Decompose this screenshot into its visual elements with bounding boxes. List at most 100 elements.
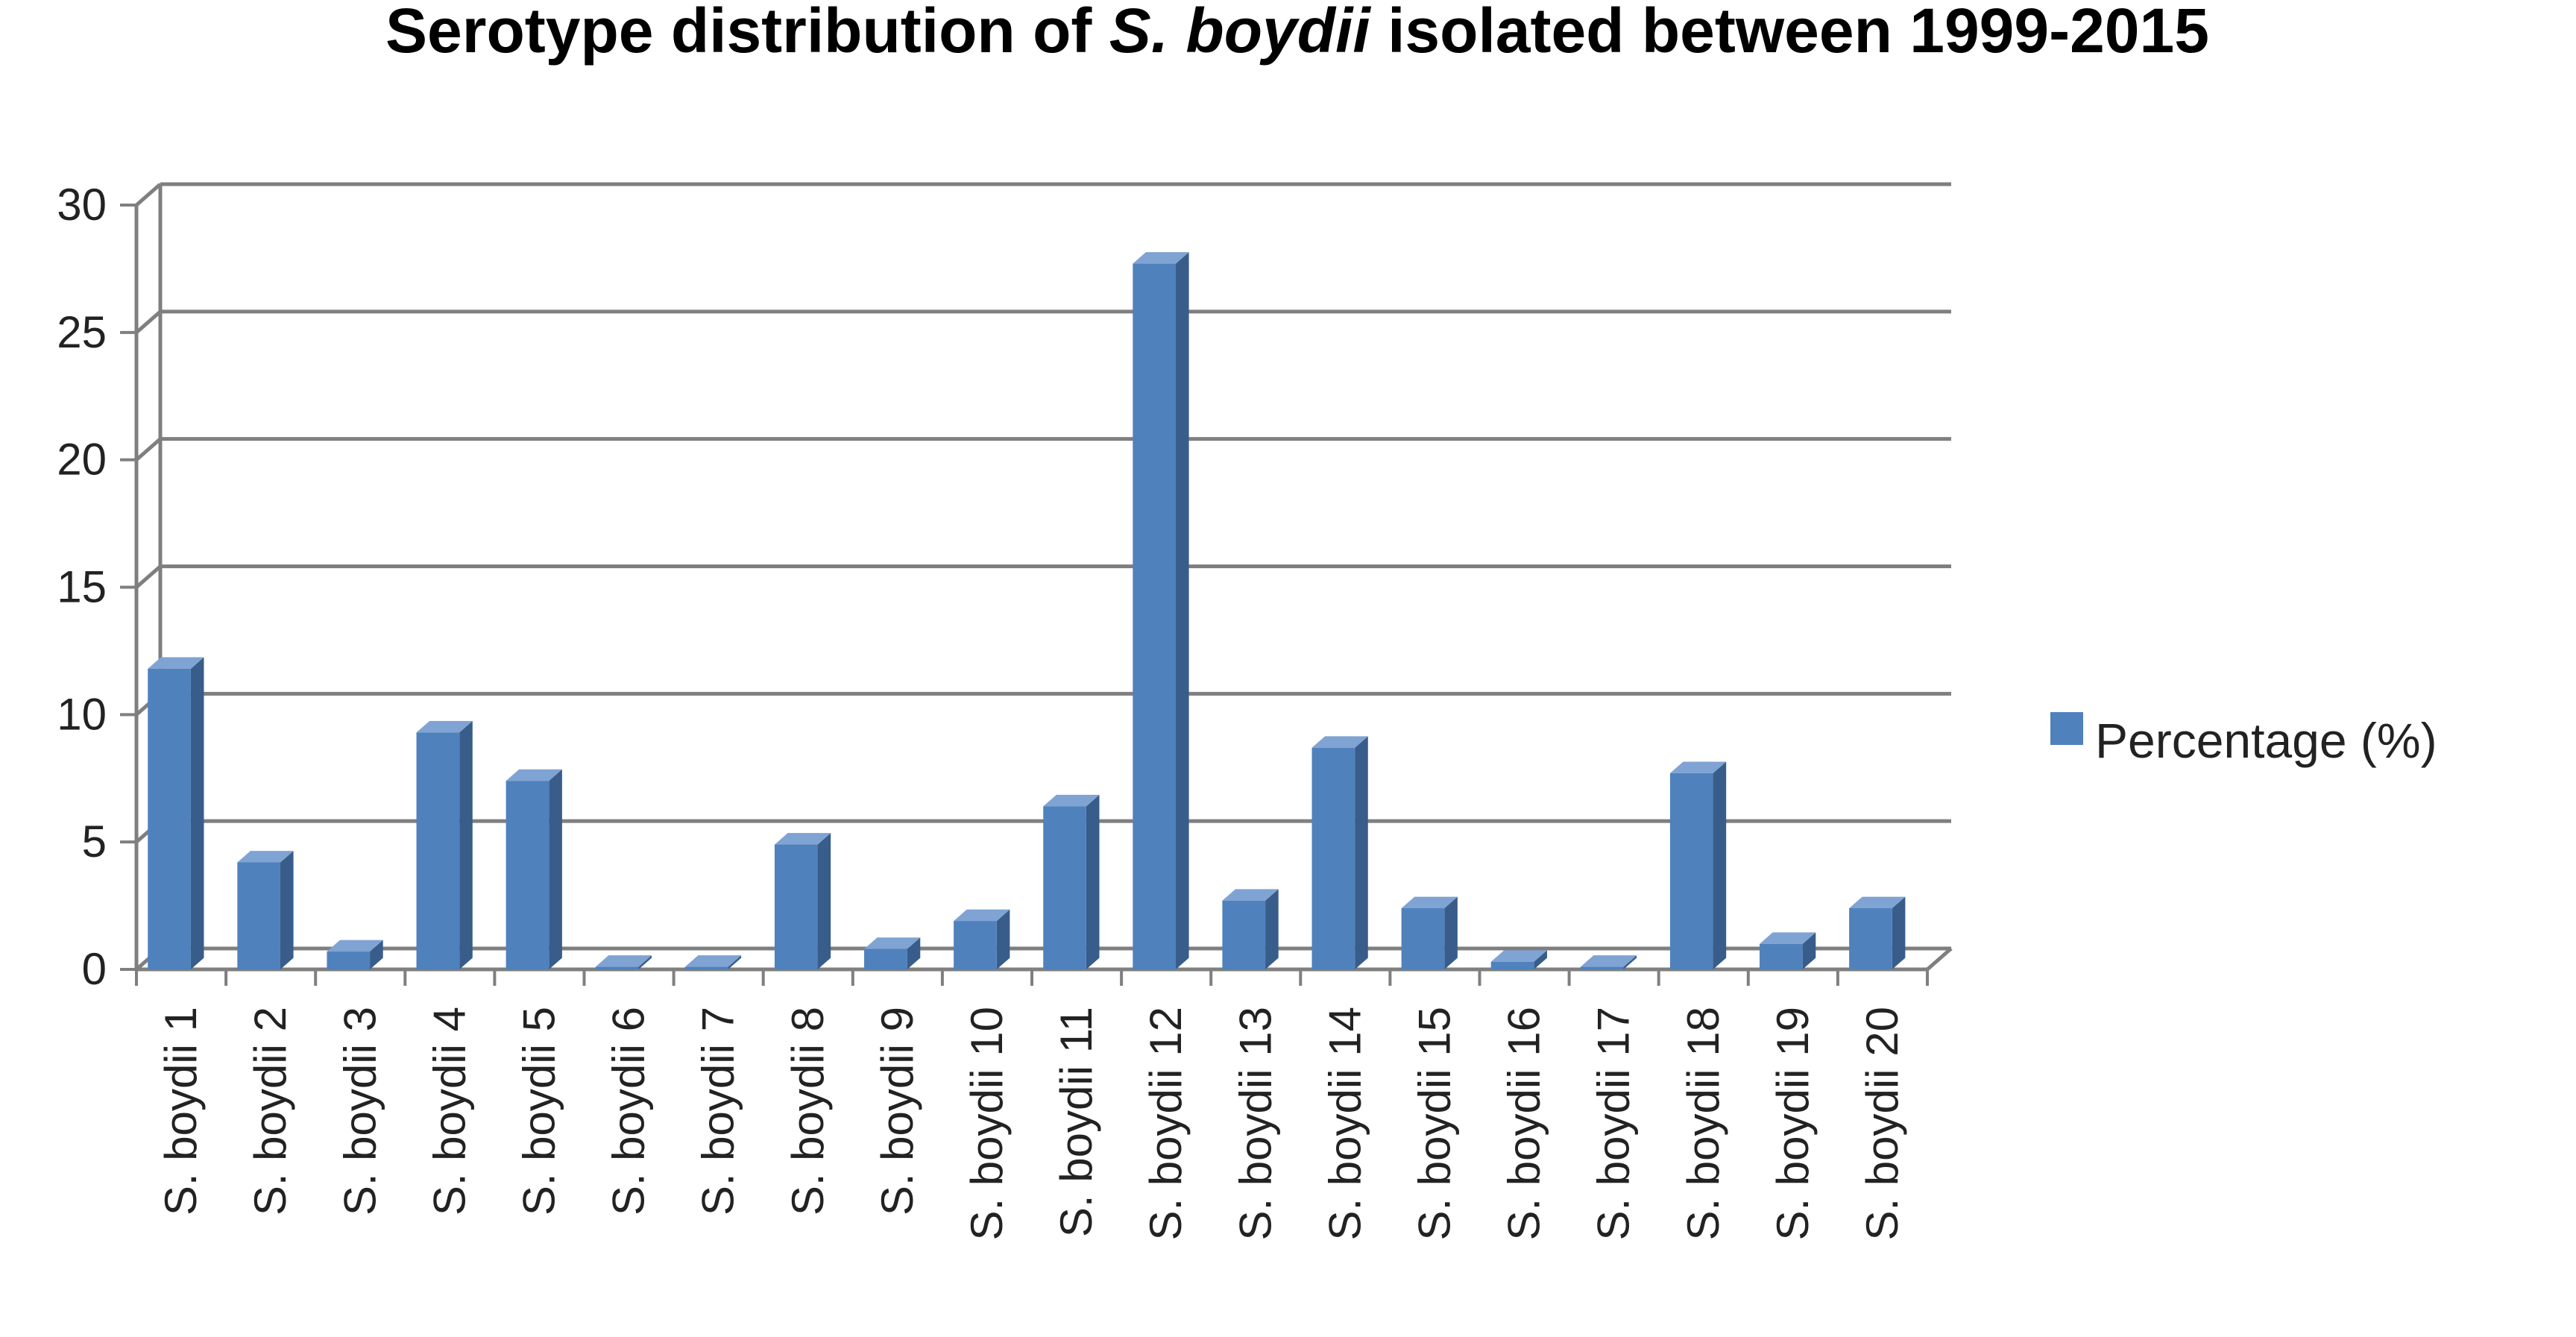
- x-tick-label: S. boydii 7: [693, 1007, 743, 1215]
- bar-side: [817, 833, 831, 969]
- x-tick-label: S. boydii 15: [1409, 1007, 1459, 1241]
- bar: [774, 833, 831, 969]
- x-tick-label: S. boydii 3: [335, 1007, 385, 1215]
- bar-top: [1222, 889, 1279, 901]
- bar-front: [1311, 747, 1355, 969]
- gridline-side: [135, 437, 162, 462]
- bar-top: [416, 720, 473, 733]
- bar-front: [684, 966, 728, 969]
- bar-front: [237, 862, 280, 969]
- bar-top: [595, 955, 652, 967]
- y-tick-label: 15: [57, 562, 107, 612]
- bar-front: [1401, 908, 1445, 969]
- bar-front: [148, 668, 191, 969]
- bar-front: [506, 781, 549, 969]
- bar-side: [370, 940, 383, 969]
- bar-top: [1580, 955, 1637, 967]
- bar-side: [280, 851, 294, 969]
- bar-top: [1490, 950, 1547, 962]
- bar-side: [549, 769, 562, 969]
- y-tick-label: 20: [57, 435, 107, 485]
- bar-top: [327, 940, 383, 952]
- x-tick-label: S. boydii 4: [424, 1007, 474, 1215]
- x-tick-label: S. boydii 9: [872, 1007, 922, 1215]
- legend-label: Percentage (%): [2095, 713, 2437, 768]
- bar-top: [237, 851, 294, 863]
- bar: [1580, 955, 1637, 969]
- bar-side: [907, 937, 921, 969]
- bar-side: [1534, 950, 1547, 969]
- bar: [327, 940, 383, 969]
- x-tick-label: S. boydii 19: [1768, 1007, 1818, 1241]
- bar-top: [864, 937, 921, 949]
- gridline-side: [135, 183, 162, 207]
- x-tick-label: S. boydii 5: [514, 1007, 564, 1215]
- bar: [148, 657, 204, 969]
- bar-front: [1490, 961, 1534, 969]
- x-tick-label: S. boydii 14: [1320, 1007, 1370, 1241]
- bar-side: [190, 657, 204, 969]
- bar: [1849, 896, 1906, 969]
- bar-side: [1623, 955, 1637, 969]
- bar: [1669, 761, 1727, 969]
- bar-side: [459, 720, 473, 969]
- x-tick-label: S. boydii 10: [962, 1007, 1012, 1241]
- chart-title-prefix: Serotype distribution of: [385, 0, 1109, 66]
- bar-front: [1133, 263, 1176, 969]
- bar-side: [1802, 932, 1816, 969]
- bar-front: [595, 966, 639, 969]
- bar-side: [1892, 896, 1906, 969]
- bar-top: [684, 955, 742, 967]
- bar-front: [1580, 966, 1624, 969]
- bar: [1222, 889, 1279, 969]
- bar: [595, 955, 652, 969]
- bar-front: [774, 844, 818, 969]
- x-tick-label: S. boydii 18: [1678, 1007, 1728, 1241]
- bar-front: [864, 949, 907, 969]
- bar-side: [1713, 761, 1727, 969]
- bar-top: [1669, 761, 1727, 773]
- x-tick-label: S. boydii 17: [1589, 1007, 1639, 1241]
- x-tick-label: S. boydii 13: [1230, 1007, 1280, 1241]
- gridline-side: [135, 564, 162, 589]
- bar-side: [1355, 736, 1368, 969]
- bar: [1311, 736, 1368, 969]
- y-tick-label: 30: [57, 180, 107, 230]
- bar: [1043, 794, 1100, 969]
- x-tick-label: S. boydii 8: [783, 1007, 833, 1215]
- bar-top: [1760, 932, 1816, 944]
- bar-front: [1043, 806, 1086, 969]
- bars: [148, 252, 1906, 969]
- bar-side: [1265, 889, 1279, 969]
- bar-front: [416, 732, 460, 969]
- chart-title-suffix: isolated between 1999-2015: [1370, 0, 2209, 66]
- bar-top: [1849, 896, 1906, 908]
- chart-title: Serotype distribution of S. boydii isola…: [385, 0, 2209, 66]
- bar-side: [1175, 252, 1189, 969]
- bar: [684, 955, 742, 969]
- bar: [1490, 950, 1547, 969]
- y-tick-label: 5: [82, 817, 107, 866]
- bar-front: [1222, 900, 1266, 969]
- bar-top: [506, 769, 562, 781]
- bar-side: [728, 955, 742, 969]
- y-tick-label: 25: [57, 307, 107, 357]
- bar: [1133, 252, 1189, 969]
- legend: Percentage (%): [2050, 712, 2437, 768]
- bar-top: [1133, 252, 1189, 264]
- x-tick-label: S. boydii 12: [1141, 1007, 1191, 1241]
- x-tick-label: S. boydii 16: [1499, 1007, 1549, 1241]
- gridline-side: [135, 309, 162, 334]
- bar-top: [954, 909, 1010, 922]
- y-tick-label: 10: [57, 689, 107, 739]
- bar: [237, 851, 294, 969]
- bar: [506, 769, 562, 969]
- floor-right-edge: [1926, 947, 1953, 971]
- bar: [954, 909, 1010, 969]
- x-tick-label: S. boydii 11: [1051, 1007, 1101, 1237]
- bar-top: [148, 657, 204, 669]
- bar-top: [1401, 896, 1458, 908]
- x-tick-label: S. boydii 2: [245, 1007, 295, 1215]
- bar-side: [1086, 794, 1100, 969]
